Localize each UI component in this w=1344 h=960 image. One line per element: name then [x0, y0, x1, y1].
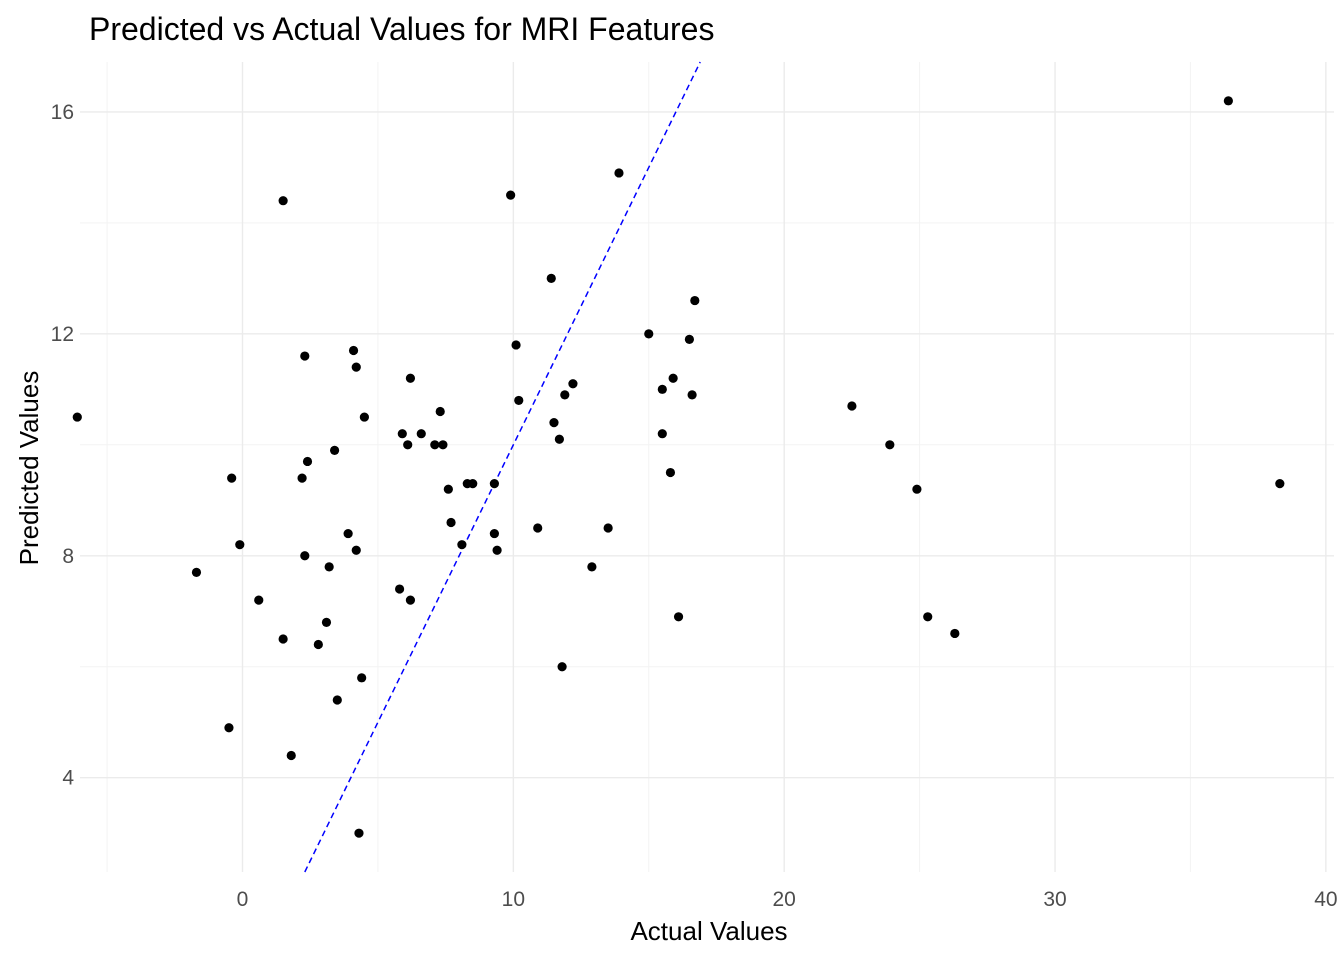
x-axis-ticks: 0 10 20 30 40: [237, 888, 1338, 911]
data-point: [923, 612, 933, 622]
data-point: [684, 334, 694, 344]
data-point: [549, 418, 559, 428]
data-point: [430, 440, 440, 450]
data-point: [348, 345, 359, 356]
data-point: [446, 517, 456, 528]
data-point: [557, 662, 567, 672]
x-tick-label: 40: [1314, 888, 1337, 911]
data-point: [614, 168, 624, 178]
data-point: [603, 523, 613, 533]
x-axis-label: Actual Values: [630, 916, 787, 946]
data-point: [354, 828, 364, 838]
data-point: [587, 562, 597, 572]
data-point: [690, 295, 700, 306]
data-point: [302, 456, 313, 467]
data-point: [191, 567, 202, 578]
data-point: [343, 528, 353, 539]
y-tick-label: 8: [62, 545, 74, 568]
data-point: [313, 639, 323, 650]
data-point: [511, 340, 521, 350]
data-point: [351, 545, 361, 555]
data-point: [560, 390, 570, 400]
y-tick-label: 4: [62, 767, 74, 790]
data-point: [394, 584, 405, 594]
y-axis-label: Predicted Values: [14, 371, 44, 566]
data-point: [254, 595, 264, 605]
x-tick-label: 0: [237, 888, 249, 911]
data-point: [533, 523, 543, 533]
data-point: [1223, 96, 1233, 106]
major-gridlines: [80, 62, 1334, 872]
x-tick-label: 20: [773, 888, 796, 911]
data-point: [514, 395, 524, 406]
data-point: [300, 351, 310, 361]
data-point: [403, 440, 413, 450]
data-point: [397, 429, 407, 439]
data-point: [668, 373, 678, 383]
data-point: [224, 723, 234, 733]
chart-title: Predicted vs Actual Values for MRI Featu…: [89, 11, 714, 47]
data-point: [568, 379, 578, 389]
data-point: [278, 196, 288, 206]
data-point: [286, 750, 296, 761]
data-point: [457, 540, 467, 550]
data-point: [359, 412, 369, 422]
data-point: [885, 440, 895, 450]
data-point: [468, 479, 478, 489]
data-point: [324, 562, 334, 572]
data-point: [227, 473, 237, 483]
data-point: [235, 540, 245, 550]
data-point: [1275, 479, 1285, 489]
reference-line: [304, 61, 701, 873]
data-point: [357, 673, 367, 683]
data-point: [673, 612, 684, 622]
x-tick-label: 30: [1043, 888, 1066, 911]
x-tick-label: 10: [502, 888, 525, 911]
data-point: [329, 445, 340, 455]
data-point: [912, 484, 922, 494]
data-point: [351, 362, 361, 372]
data-points: [72, 96, 1285, 838]
data-point: [489, 528, 499, 539]
data-point: [489, 479, 499, 489]
data-point: [443, 484, 453, 494]
data-point: [847, 401, 857, 411]
data-point: [405, 373, 416, 383]
data-point: [297, 473, 307, 483]
data-point: [492, 545, 502, 555]
data-point: [950, 628, 960, 639]
data-point: [546, 273, 556, 283]
data-point: [644, 329, 654, 339]
reference-line-layer: [304, 61, 701, 873]
data-point: [687, 390, 697, 400]
data-point: [665, 467, 676, 478]
data-point: [332, 695, 342, 705]
minor-gridlines: [80, 62, 1334, 872]
data-point: [405, 595, 416, 605]
data-point: [438, 440, 448, 450]
data-point: [72, 412, 82, 422]
data-point: [657, 384, 667, 394]
data-point: [657, 429, 667, 439]
data-point: [554, 434, 564, 444]
y-tick-label: 12: [51, 323, 74, 346]
data-point: [416, 429, 426, 439]
data-point: [278, 634, 288, 644]
y-tick-label: 16: [51, 101, 74, 124]
data-point: [321, 617, 332, 627]
data-point: [300, 551, 310, 561]
data-point: [506, 190, 516, 200]
data-point: [435, 406, 445, 417]
y-axis-ticks: 4 8 12 16: [51, 101, 75, 790]
